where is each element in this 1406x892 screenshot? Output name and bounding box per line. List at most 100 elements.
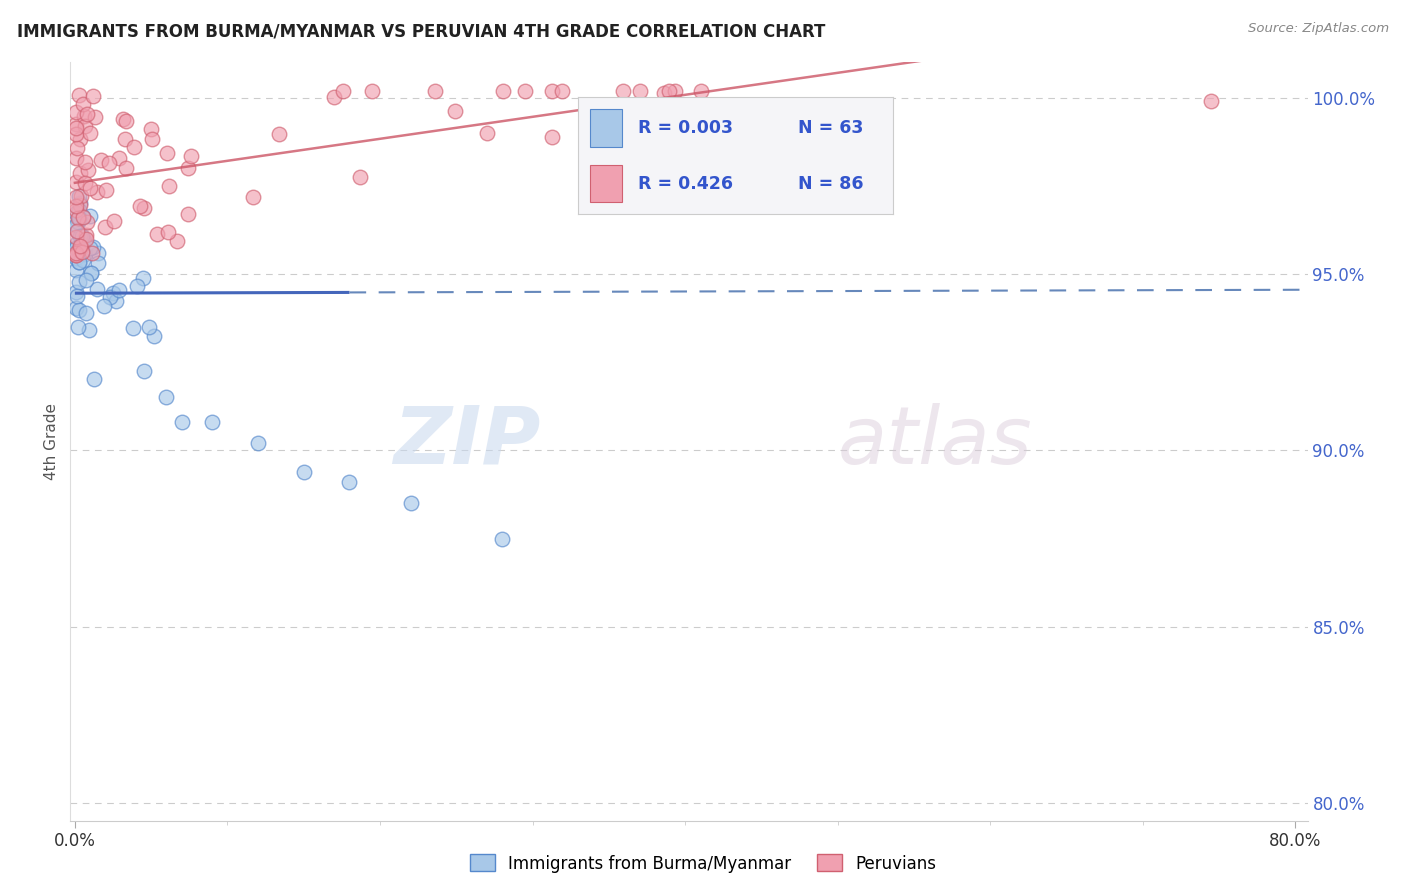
Point xyxy=(86,185,108,199)
Point xyxy=(83,372,105,386)
Point xyxy=(65,230,87,244)
Point xyxy=(69,240,91,254)
Point xyxy=(139,122,162,136)
Point xyxy=(69,229,91,244)
Point xyxy=(242,190,264,204)
Point xyxy=(65,198,87,212)
Point xyxy=(664,84,686,98)
Point xyxy=(65,117,87,131)
Point xyxy=(689,84,711,98)
Point xyxy=(75,306,97,320)
Point xyxy=(67,255,90,269)
Point xyxy=(65,105,87,120)
Point xyxy=(65,120,87,135)
Point xyxy=(93,299,115,313)
Point xyxy=(73,233,96,247)
Point xyxy=(292,465,315,479)
Point xyxy=(83,110,105,124)
Point xyxy=(513,84,536,98)
Point xyxy=(93,219,115,234)
Point xyxy=(246,436,269,450)
Point xyxy=(138,320,160,334)
Point xyxy=(69,196,91,211)
Point xyxy=(492,84,515,98)
Point xyxy=(129,199,152,213)
Point xyxy=(87,255,110,269)
Point xyxy=(104,293,127,308)
Point xyxy=(67,188,90,202)
Point xyxy=(444,103,467,118)
Point xyxy=(114,132,136,146)
Point xyxy=(65,241,87,255)
Point xyxy=(65,218,87,232)
Point xyxy=(322,90,344,104)
Point xyxy=(115,161,138,175)
Point xyxy=(77,323,100,337)
Point xyxy=(79,209,101,223)
Point xyxy=(75,272,97,286)
Point xyxy=(65,301,87,316)
Point xyxy=(65,151,87,165)
Point xyxy=(66,236,89,251)
Point xyxy=(79,126,101,140)
Point xyxy=(80,266,103,280)
Point xyxy=(70,229,93,244)
Point xyxy=(79,241,101,255)
Point xyxy=(101,286,124,301)
Point xyxy=(176,161,198,176)
Point xyxy=(72,210,94,224)
Point xyxy=(107,151,129,165)
Point xyxy=(65,248,87,262)
Point xyxy=(72,244,94,258)
Point xyxy=(72,97,94,112)
Point xyxy=(475,127,498,141)
Point xyxy=(69,240,91,254)
Point xyxy=(65,252,87,266)
Point xyxy=(67,211,90,225)
Point xyxy=(177,207,200,221)
Point xyxy=(98,155,121,169)
Point xyxy=(69,132,91,146)
Point xyxy=(628,84,651,98)
Point xyxy=(66,224,89,238)
Point xyxy=(399,496,422,510)
Point xyxy=(82,246,104,260)
Point xyxy=(157,178,180,193)
Point xyxy=(66,224,89,238)
Point xyxy=(76,163,98,178)
Point xyxy=(122,139,145,153)
Point xyxy=(69,198,91,212)
Text: IMMIGRANTS FROM BURMA/MYANMAR VS PERUVIAN 4TH GRADE CORRELATION CHART: IMMIGRANTS FROM BURMA/MYANMAR VS PERUVIA… xyxy=(17,22,825,40)
Point xyxy=(107,283,129,297)
Point xyxy=(69,87,91,102)
Point xyxy=(82,88,104,103)
Point xyxy=(73,154,96,169)
Point xyxy=(132,364,155,378)
Point xyxy=(156,225,179,239)
Point xyxy=(67,245,90,260)
Point xyxy=(170,415,193,429)
Point xyxy=(551,84,574,98)
Point xyxy=(76,107,98,121)
Point xyxy=(143,328,166,343)
Point xyxy=(141,132,163,146)
Point xyxy=(349,169,371,184)
Point xyxy=(67,303,90,318)
Point xyxy=(79,181,101,195)
Point xyxy=(65,263,87,277)
Point xyxy=(75,232,97,246)
Point xyxy=(127,279,149,293)
Point xyxy=(66,215,89,229)
Point xyxy=(67,243,90,257)
Point xyxy=(66,140,89,154)
Point xyxy=(612,84,634,98)
Point xyxy=(652,86,675,100)
Point xyxy=(156,145,179,160)
Point xyxy=(269,128,291,142)
Point xyxy=(80,266,103,280)
Point xyxy=(70,236,93,251)
Point xyxy=(146,227,169,241)
Point xyxy=(72,234,94,248)
Point xyxy=(155,391,177,405)
Point xyxy=(67,203,90,218)
